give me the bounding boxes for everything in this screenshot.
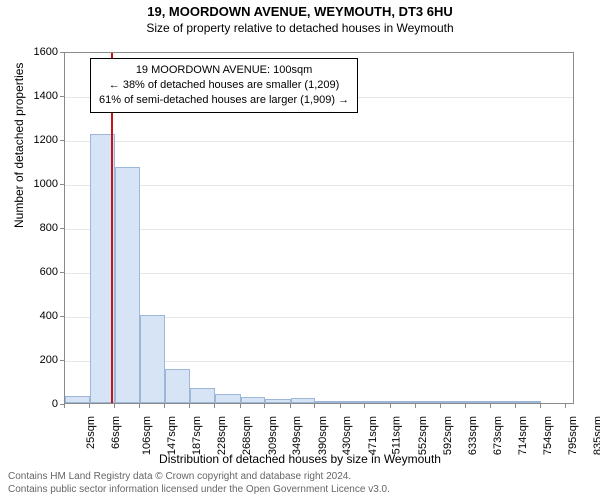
y-tick-label: 400 [2, 310, 58, 322]
y-tick-label: 600 [2, 266, 58, 278]
x-tick-mark [515, 404, 516, 408]
chart-subtitle: Size of property relative to detached ho… [0, 21, 600, 35]
y-tick-label: 0 [2, 398, 58, 410]
x-tick-label: 754sqm [542, 416, 554, 455]
y-tick-label: 800 [2, 222, 58, 234]
x-tick-label: 552sqm [417, 416, 429, 455]
x-tick-mark [164, 404, 165, 408]
x-tick-mark [264, 404, 265, 408]
footer-attribution: Contains HM Land Registry data © Crown c… [8, 471, 390, 496]
histogram-bar [291, 398, 316, 403]
x-tick-label: 673sqm [492, 416, 504, 455]
x-tick-label: 349sqm [291, 416, 303, 455]
histogram-bar [190, 388, 215, 403]
x-tick-label: 592sqm [442, 416, 454, 455]
histogram-bar [391, 401, 416, 403]
x-tick-mark [240, 404, 241, 408]
x-tick-label: 511sqm [391, 416, 403, 454]
x-tick-mark [214, 404, 215, 408]
y-tick-label: 1400 [2, 90, 58, 102]
x-tick-mark [139, 404, 140, 408]
info-line-1: 19 MOORDOWN AVENUE: 100sqm [99, 63, 349, 78]
histogram-bar [165, 369, 190, 403]
x-tick-mark [390, 404, 391, 408]
x-tick-mark [440, 404, 441, 408]
x-tick-mark [364, 404, 365, 408]
x-tick-label: 309sqm [267, 416, 279, 455]
y-tick-label: 1000 [2, 178, 58, 190]
histogram-bar [115, 167, 140, 404]
y-tick-label: 1600 [2, 46, 58, 58]
y-tick-label: 200 [2, 354, 58, 366]
histogram-bar [65, 396, 90, 403]
x-tick-label: 390sqm [317, 416, 329, 455]
x-tick-mark [490, 404, 491, 408]
x-tick-mark [540, 404, 541, 408]
x-tick-label: 430sqm [342, 416, 354, 455]
x-tick-label: 147sqm [167, 416, 179, 455]
x-tick-label: 187sqm [191, 416, 203, 455]
x-axis-ticks: 25sqm 66sqm 106sqm 147sqm 187sqm 228sqm 268sqm… [64, 404, 574, 454]
gridline [65, 273, 573, 274]
x-tick-label: 471sqm [367, 416, 379, 455]
x-tick-label: 633sqm [467, 416, 479, 455]
histogram-bar [265, 399, 290, 403]
info-line-2: ← 38% of detached houses are smaller (1,… [99, 78, 349, 93]
histogram-bar [491, 401, 516, 403]
chart-title: 19, MOORDOWN AVENUE, WEYMOUTH, DT3 6HU [0, 4, 600, 19]
histogram-bar [215, 394, 240, 403]
x-tick-label: 228sqm [217, 416, 229, 455]
info-line-3: 61% of semi-detached houses are larger (… [99, 93, 349, 108]
histogram-bar [315, 401, 340, 403]
chart-title-block: 19, MOORDOWN AVENUE, WEYMOUTH, DT3 6HU S… [0, 0, 600, 35]
histogram-bar [416, 401, 441, 403]
histogram-bar [516, 401, 541, 403]
x-tick-label: 795sqm [567, 416, 579, 455]
x-tick-label: 714sqm [517, 416, 529, 455]
x-tick-mark [565, 404, 566, 408]
histogram-bar [341, 401, 366, 403]
y-axis-ticks: 02004006008001000120014001600 [0, 52, 60, 404]
x-tick-mark [314, 404, 315, 408]
x-tick-mark [465, 404, 466, 408]
x-tick-label: 66sqm [110, 416, 122, 449]
footer-line-2: Contains public sector information licen… [8, 484, 390, 497]
x-tick-label: 106sqm [141, 416, 153, 455]
histogram-bar [241, 397, 266, 403]
x-tick-mark [290, 404, 291, 408]
y-tick-label: 1200 [2, 134, 58, 146]
x-tick-mark [189, 404, 190, 408]
histogram-bar [140, 315, 165, 403]
histogram-bar [441, 401, 466, 403]
gridline [65, 141, 573, 142]
info-box: 19 MOORDOWN AVENUE: 100sqm ← 38% of deta… [90, 58, 358, 113]
x-tick-mark [340, 404, 341, 408]
histogram-bar [365, 401, 390, 403]
x-tick-mark [89, 404, 90, 408]
x-tick-label: 835sqm [592, 416, 600, 455]
x-axis-label: Distribution of detached houses by size … [0, 452, 600, 466]
footer-line-1: Contains HM Land Registry data © Crown c… [8, 471, 390, 484]
x-tick-mark [64, 404, 65, 408]
gridline [65, 229, 573, 230]
gridline [65, 185, 573, 186]
x-tick-label: 25sqm [85, 416, 97, 449]
x-tick-label: 268sqm [241, 416, 253, 455]
histogram-bar [466, 401, 491, 403]
x-tick-mark [114, 404, 115, 408]
x-tick-mark [415, 404, 416, 408]
